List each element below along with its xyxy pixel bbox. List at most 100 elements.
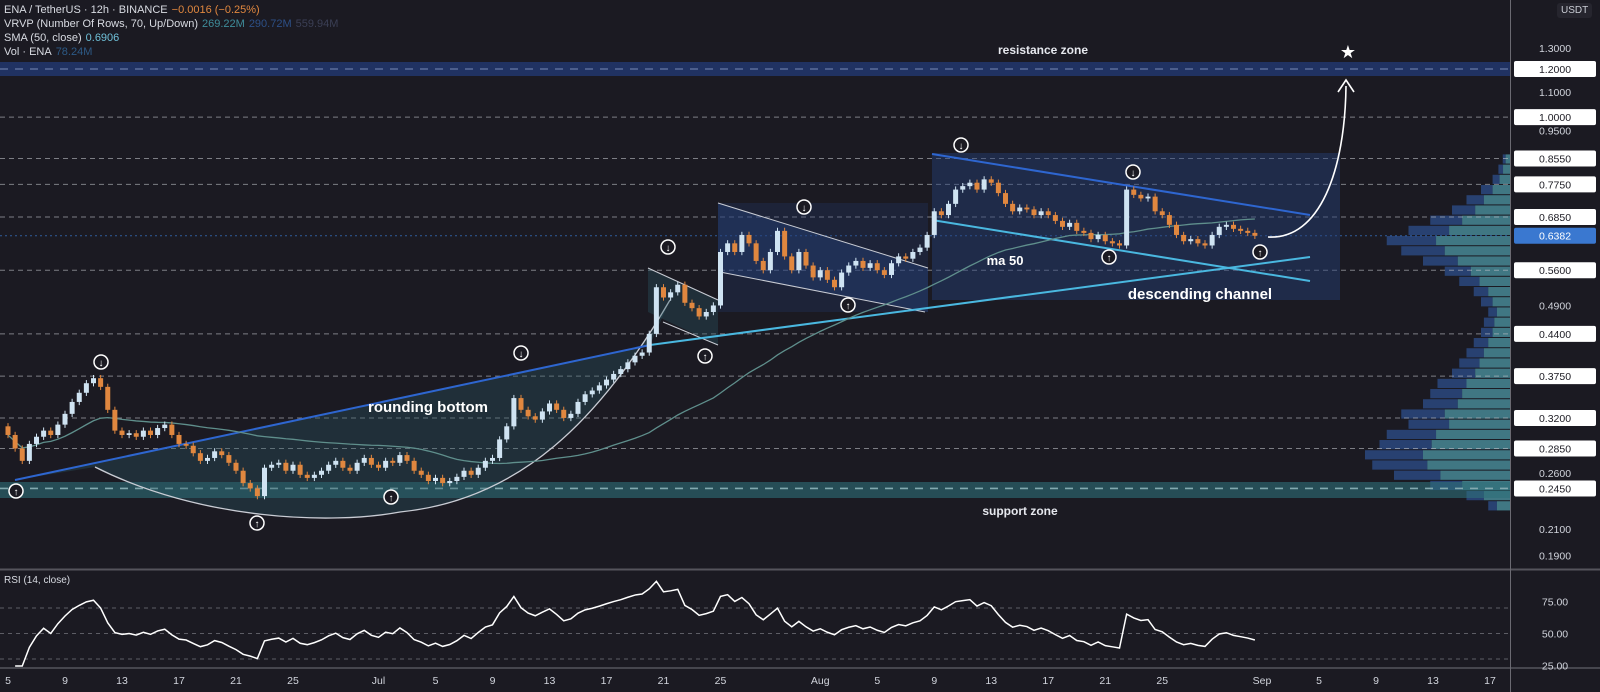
vrvp-down-bar — [1408, 225, 1450, 236]
arrow-down-marker-icon — [953, 137, 969, 153]
candle-body — [240, 470, 246, 484]
price-level-label: 0.4400 — [1539, 329, 1571, 341]
volume-profile — [1365, 154, 1510, 511]
candle-body — [83, 383, 89, 393]
vrvp-up-bar — [1483, 348, 1510, 358]
arrow-up-marker-icon — [8, 483, 24, 499]
price-level-label: 0.6850 — [1539, 212, 1571, 224]
symbol-title: ENA / TetherUS · 12h · BINANCE — [4, 4, 168, 16]
rsi-tick-label: 75.00 — [1542, 597, 1568, 609]
rising-trendline — [649, 256, 1311, 346]
candle-body — [632, 355, 638, 363]
date-tick-label: 21 — [230, 675, 242, 687]
currency-button[interactable]: USDT — [1557, 3, 1593, 18]
volume-row[interactable]: Vol · ENA 78.24M — [4, 45, 338, 59]
descending-channel-label: descending channel — [1128, 286, 1272, 303]
candle-body — [133, 433, 139, 437]
candle-body — [675, 284, 681, 293]
sma-row[interactable]: SMA (50, close) 0.6906 — [4, 31, 338, 45]
time-axis[interactable]: 5 9 13 17 21 25 Jul 5 9 13 17 21 25 Aug 5 9 13 17 21 25 Sep 5… — [5, 675, 1496, 687]
arrow-down-icon: ↓ — [666, 243, 671, 254]
candle-body — [190, 445, 196, 454]
candle-body — [1188, 239, 1194, 242]
volume-value: 78.24M — [55, 46, 93, 58]
price-level-badge — [1514, 440, 1596, 457]
candle-body — [397, 455, 403, 463]
candle-body — [468, 470, 474, 475]
candle-body — [1152, 196, 1158, 212]
vrvp-up-bar — [1499, 174, 1510, 185]
vrvp-down-value: 290.72M — [248, 18, 292, 30]
price-tick-label: 0.1900 — [1539, 551, 1571, 563]
vrvp-up-bar — [1457, 256, 1510, 266]
arrow-up-marker-icon — [249, 515, 265, 531]
candle-body — [376, 464, 381, 468]
vrvp-up-bar — [1494, 317, 1510, 327]
star-icon: ★ — [1340, 42, 1356, 62]
candle-body — [1216, 226, 1222, 235]
candle-body — [732, 243, 738, 252]
candle-body — [760, 260, 766, 271]
candle-body — [511, 398, 517, 427]
volume-label: Vol · ENA — [4, 46, 52, 58]
vrvp-up-bar — [1436, 236, 1510, 246]
candle-body — [425, 474, 431, 482]
candle-body — [76, 392, 82, 402]
price-level-label: 0.2850 — [1539, 444, 1571, 456]
price-axis[interactable]: 1.3000 1.1000 0.9500 0.4900 0.2600 0.2100 0.19… — [1514, 43, 1596, 563]
candle-body — [98, 378, 104, 387]
sma-50-line — [7, 218, 1255, 465]
candle-body — [297, 464, 303, 475]
candle-body — [561, 409, 567, 418]
vrvp-up-bar — [1488, 338, 1510, 348]
candle-body — [1081, 230, 1087, 233]
candle-body — [924, 234, 930, 248]
candle-body — [55, 424, 61, 435]
rounding-neckline — [14, 344, 651, 481]
candle-body — [212, 451, 218, 458]
vrvp-up-bar — [1436, 429, 1510, 440]
candle-body — [604, 379, 609, 386]
vrvp-up-bar — [1431, 440, 1510, 450]
vrvp-down-bar — [1473, 287, 1489, 297]
candle-body — [283, 462, 289, 471]
candle-body — [1124, 189, 1130, 246]
vrvp-up-bar — [1444, 246, 1510, 256]
vrvp-down-bar — [1372, 460, 1428, 470]
vrvp-down-bar — [1423, 399, 1458, 409]
vrvp-down-bar — [1492, 174, 1500, 185]
candle-body — [1003, 193, 1008, 204]
candle-body — [974, 182, 980, 190]
candle-body — [953, 189, 959, 204]
vrvp-down-bar — [1452, 205, 1476, 215]
vrvp-up-bar — [1466, 378, 1510, 389]
candle-body — [155, 428, 161, 435]
candle-body — [582, 394, 588, 402]
candle-body — [290, 464, 296, 471]
candle-body — [12, 434, 18, 449]
candle-body — [988, 179, 994, 183]
vrvp-down-bar — [1430, 389, 1463, 399]
candle-body — [618, 369, 624, 374]
candle-body — [418, 470, 424, 475]
candle-body — [404, 455, 410, 461]
candle-body — [917, 247, 923, 252]
vrvp-down-bar — [1498, 164, 1504, 174]
rsi-tick-label: 50.00 — [1542, 629, 1568, 641]
channel-upper-line — [931, 153, 1311, 216]
vrvp-down-bar — [1401, 246, 1445, 256]
vrvp-up-bar — [1423, 450, 1510, 460]
candle-body — [518, 398, 524, 410]
date-tick-label: 5 — [5, 675, 11, 687]
channel-lower-line — [931, 219, 1311, 282]
vrvp-up-bar — [1488, 287, 1510, 297]
candle-body — [1195, 239, 1201, 244]
vrvp-row[interactable]: VRVP (Number Of Rows, 70, Up/Down) 269.22… — [4, 17, 338, 31]
vrvp-up-bar — [1483, 195, 1510, 205]
candle-body — [254, 488, 260, 497]
vrvp-up-bar — [1475, 368, 1510, 378]
candle-body — [433, 477, 438, 482]
candle-body — [1010, 203, 1016, 212]
symbol-row[interactable]: ENA / TetherUS · 12h · BINANCE −0.0016 (−… — [4, 3, 338, 17]
